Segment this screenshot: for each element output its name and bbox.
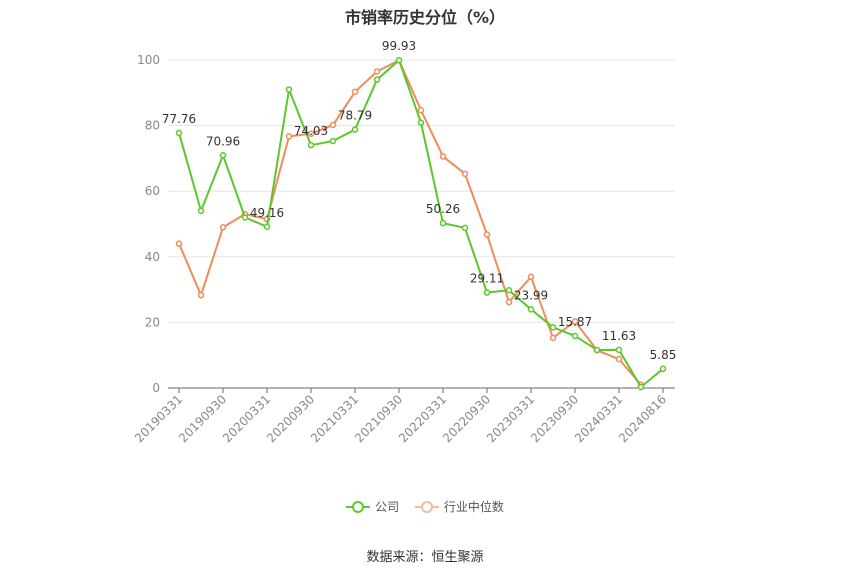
data-point xyxy=(417,106,425,114)
legend-swatch-industry-median xyxy=(414,500,439,514)
data-point xyxy=(351,88,359,96)
data-point xyxy=(351,126,359,133)
series-line xyxy=(178,59,642,386)
data-point xyxy=(659,365,667,373)
data-point xyxy=(505,298,513,306)
data-point xyxy=(549,334,557,342)
data-point xyxy=(439,153,447,160)
chart-title: 市销率历史分位（%） xyxy=(344,8,506,27)
legend-item-industry-median[interactable]: 行业中位数 xyxy=(414,498,504,515)
data-point xyxy=(483,289,491,296)
data-point xyxy=(461,224,469,232)
y-tick-label: 60 xyxy=(145,184,160,198)
grid-lines xyxy=(168,59,675,323)
data-point xyxy=(307,141,315,149)
data-point xyxy=(285,133,293,140)
data-label: 78.79 xyxy=(338,109,372,123)
data-point xyxy=(285,86,293,93)
data-point xyxy=(219,152,227,159)
y-axis: 0 20 40 60 80 100 xyxy=(137,53,160,395)
y-tick-label: 0 xyxy=(152,381,160,395)
series-layer xyxy=(175,56,667,391)
x-tick-label: 20240816 xyxy=(616,392,669,445)
legend-label-industry-median: 行业中位数 xyxy=(443,500,504,514)
data-point xyxy=(527,273,535,281)
data-label: 50.26 xyxy=(426,202,460,216)
y-tick-label: 80 xyxy=(145,119,160,133)
data-label: 29.11 xyxy=(470,272,504,286)
data-point xyxy=(483,231,491,238)
data-point xyxy=(175,129,183,137)
legend-label-company: 公司 xyxy=(375,500,400,514)
data-point xyxy=(571,332,579,340)
data-label: 15.87 xyxy=(558,315,592,329)
data-point xyxy=(439,219,447,227)
y-tick-label: 20 xyxy=(145,315,160,329)
data-label: 23.99 xyxy=(514,288,548,302)
data-point xyxy=(219,224,227,231)
y-tick-label: 100 xyxy=(137,53,160,67)
data-point xyxy=(197,291,205,299)
x-axis: 2019033120190930202003312020093020210331… xyxy=(132,387,675,445)
data-label: 5.85 xyxy=(650,348,677,362)
data-point xyxy=(505,287,513,294)
data-point xyxy=(329,121,337,129)
data-label: 49.16 xyxy=(250,206,284,220)
data-source: 数据来源：恒生聚源 xyxy=(366,550,484,565)
legend-swatch-company xyxy=(346,500,371,514)
data-label: 77.76 xyxy=(162,112,196,126)
data-label: 99.93 xyxy=(382,39,416,53)
data-point xyxy=(197,207,205,215)
data-label: 11.63 xyxy=(602,329,636,343)
data-point xyxy=(527,306,535,313)
data-point xyxy=(637,383,645,391)
y-tick-label: 40 xyxy=(145,250,160,264)
data-point xyxy=(373,68,381,75)
data-point xyxy=(549,324,557,331)
data-point xyxy=(417,119,425,126)
data-point xyxy=(373,76,381,83)
data-point xyxy=(307,130,315,138)
data-point xyxy=(615,355,623,363)
legend-item-company[interactable]: 公司 xyxy=(346,498,399,515)
data-point xyxy=(263,223,271,231)
data-label: 74.03 xyxy=(294,124,328,138)
data-point xyxy=(241,214,249,221)
data-point xyxy=(329,137,337,145)
data-point xyxy=(615,346,623,354)
legend: 公司 行业中位数 xyxy=(0,498,850,517)
data-point xyxy=(593,346,601,354)
data-label: 70.96 xyxy=(206,134,240,148)
data-point xyxy=(461,170,469,178)
data-labels: 77.76 70.96 49.16 74.03 78.79 99.93 50.26 29.11… xyxy=(162,39,677,362)
data-point xyxy=(571,318,579,325)
data-point xyxy=(395,56,403,64)
data-point xyxy=(175,240,183,247)
